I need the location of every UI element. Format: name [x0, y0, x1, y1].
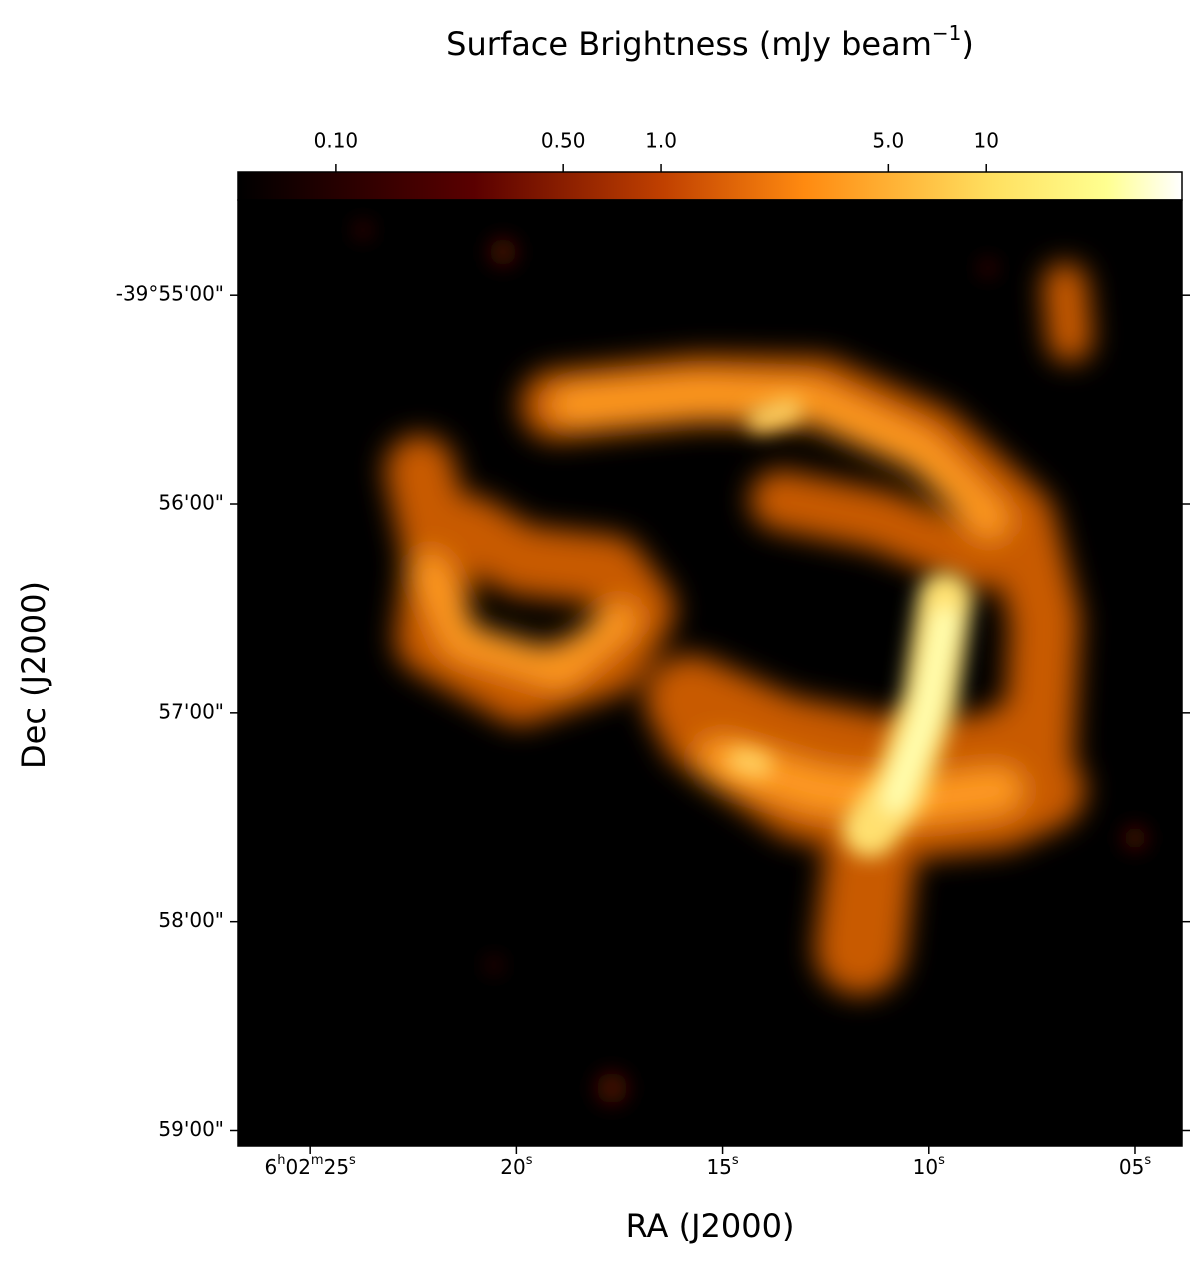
- x-tick-label: 6h02m25s: [264, 1153, 356, 1179]
- x-axis-label: RA (J2000): [626, 1207, 795, 1245]
- x-tick-label: 05s: [1119, 1153, 1151, 1179]
- x-tick-label: 10s: [913, 1153, 945, 1179]
- colorbar-tick-label: 0.50: [541, 129, 586, 153]
- colorbar: [237, 171, 1183, 201]
- y-axis-label: Dec (J2000): [15, 581, 53, 769]
- plot-frame: [237, 199, 1183, 1147]
- colorbar-label: Surface Brightness (mJy beam−1): [446, 21, 974, 64]
- x-tick-label: 15s: [706, 1153, 738, 1179]
- colorbar-tick-label: 1.0: [645, 129, 677, 153]
- y-tick-label: 59'00": [158, 1117, 224, 1141]
- y-tick-label: 57'00": [158, 699, 224, 723]
- x-tick-label: 20s: [500, 1153, 532, 1179]
- y-tick-label: -39°55'00": [116, 282, 224, 306]
- image: [238, 200, 1182, 1146]
- colorbar-tick-label: 10: [974, 129, 999, 153]
- colorbar-tick-label: 0.10: [314, 129, 359, 153]
- colorbar-tick-label: 5.0: [872, 129, 904, 153]
- y-tick-label: 56'00": [158, 491, 224, 515]
- y-tick-label: 58'00": [158, 908, 224, 932]
